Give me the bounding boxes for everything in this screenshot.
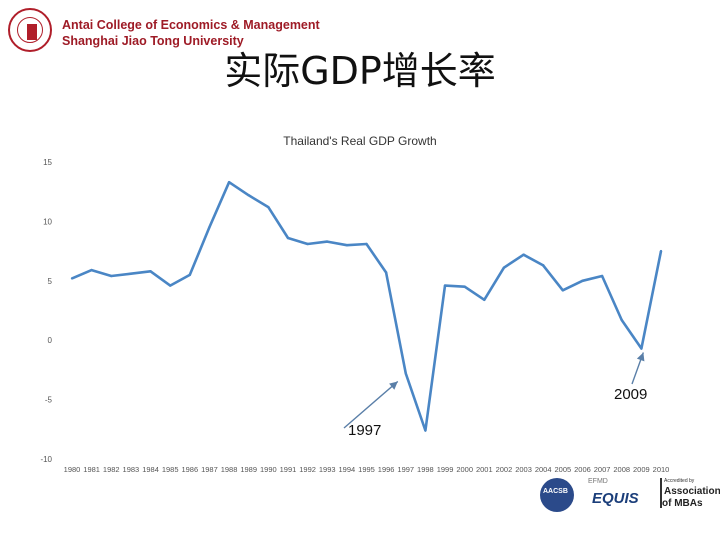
aacsb-label: AACSB [543,488,568,495]
data-point [326,240,329,243]
university-name: Shanghai Jiao Tong University [62,34,244,48]
annotation-2009: 2009 [614,386,648,403]
x-tick-label: 2007 [594,465,611,474]
x-tick-label: 2009 [633,465,650,474]
x-tick-label: 2008 [613,465,630,474]
data-point [620,318,623,322]
x-tick-label: 2005 [554,465,571,474]
x-tick-label: 1993 [319,465,336,474]
data-point [542,264,545,267]
x-tick-label: 1988 [221,465,238,474]
x-tick-label: 1980 [64,465,81,474]
amba-accredited-label: Accredited by [664,478,695,484]
y-tick-label: 5 [48,277,53,286]
x-tick-label: 1987 [201,465,218,474]
arrow-2009-head [636,352,645,362]
accreditation-badges: AACSB EFMD EQUIS Accredited by Associati… [538,474,720,534]
x-tick-label: 1982 [103,465,120,474]
data-point [424,429,427,432]
x-tick-label: 2003 [515,465,532,474]
slide-title: 实际GDP增长率 [224,49,496,93]
x-tick-label: 2010 [653,465,670,474]
data-point [149,270,152,273]
amba-logo-frame [660,478,712,508]
arrow-1997-head [389,381,398,390]
x-tick-label: 2001 [476,465,493,474]
x-tick-label: 2002 [496,465,513,474]
y-tick-label: -5 [45,396,53,405]
x-tick-label: 1985 [162,465,179,474]
data-point [227,180,231,184]
university-seal-icon [8,8,52,52]
x-tick-label: 1989 [240,465,257,474]
data-point [522,253,525,256]
data-point [483,298,486,302]
x-tick-label: 1996 [378,465,395,474]
data-point [110,274,113,278]
data-point [561,289,565,292]
x-tick-label: 2004 [535,465,552,474]
data-point [581,279,584,282]
data-point [90,268,93,272]
x-tick-label: 1986 [181,465,198,474]
x-tick-label: 1998 [417,465,434,474]
chart-title: Thailand's Real GDP Growth [283,134,437,148]
x-tick-label: 1983 [123,465,140,474]
data-point [365,242,368,246]
data-point [286,236,290,240]
school-name: Antai College of Economics & Management [62,18,320,32]
x-tick-label: 1984 [142,465,159,474]
data-point [384,271,388,274]
x-tick-label: 1990 [260,465,277,474]
x-tick-label: 2006 [574,465,591,474]
data-point [129,272,133,275]
data-point [600,274,604,278]
data-point [168,284,172,287]
data-point [208,226,211,229]
data-point [659,249,663,253]
efmd-label: EFMD [588,478,608,485]
data-point [463,285,466,288]
data-point [443,284,447,287]
equis-logo: EQUIS [592,490,639,507]
data-point [502,266,506,269]
aacsb-logo [540,478,574,512]
data-point [404,372,407,375]
y-tick-label: 15 [43,158,52,167]
series-line [71,180,663,432]
amba-label-line2: of MBAs [662,498,703,509]
institution-header: Antai College of Economics & Management … [6,6,320,56]
x-tick-label: 1999 [437,465,454,474]
y-tick-label: -10 [40,455,52,464]
arrow-1997 [343,380,399,429]
seal-emblem [27,24,37,40]
x-tick-label: 1997 [397,465,414,474]
data-point [267,205,270,209]
data-point [640,347,643,350]
x-tick-label: 1995 [358,465,375,474]
x-tick-label: 2000 [456,465,473,474]
data-point [188,273,191,277]
seal-inner-ring [17,17,43,43]
y-tick-label: 10 [43,217,52,226]
data-point [345,243,349,247]
annotation-1997: 1997 [348,422,382,439]
y-tick-label: 0 [48,336,53,345]
data-point [70,277,74,280]
x-tick-label: 1981 [83,465,100,474]
x-tick-label: 1991 [280,465,297,474]
x-tick-label: 1992 [299,465,316,474]
data-point [306,242,309,246]
x-tick-label: 1994 [339,465,356,474]
amba-label-line1: Association [664,486,720,497]
data-point [247,194,250,197]
